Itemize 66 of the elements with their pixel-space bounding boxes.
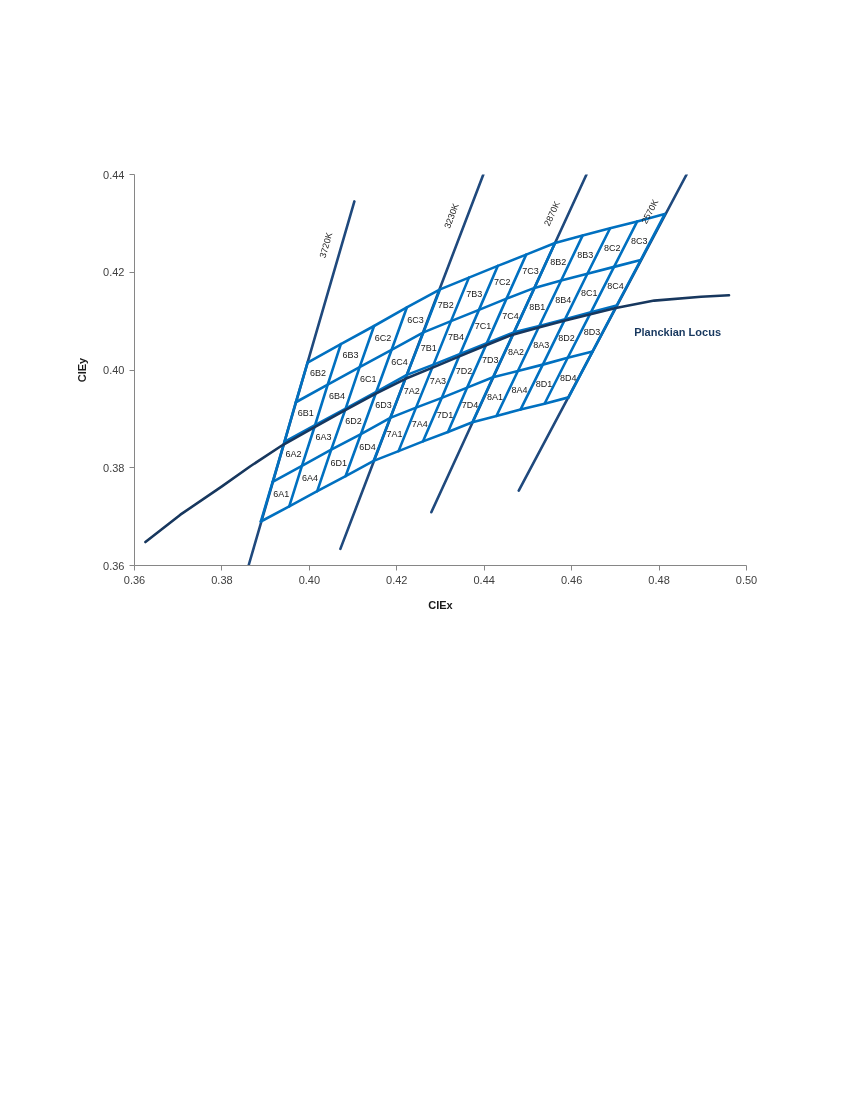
annotation: 6A1 [273, 488, 290, 499]
y-axis-title: CIEy [76, 356, 89, 383]
annotation: 8D4 [560, 372, 577, 383]
annotation: 7D4 [461, 399, 479, 410]
annotation: 7A2 [403, 386, 420, 397]
x-tick-label: 0.46 [560, 573, 583, 586]
annotation: 6A2 [285, 448, 302, 459]
annotation: 7C4 [502, 310, 519, 321]
annotation: 6C1 [360, 374, 377, 385]
annotation: 8C3 [630, 235, 648, 246]
annotation: 8D1 [535, 378, 553, 389]
x-tick-label: 0.42 [386, 573, 408, 586]
annotation: 6B3 [342, 350, 359, 361]
annotation: 6C4 [391, 357, 408, 368]
annotation: 6C2 [374, 332, 392, 343]
x-tick-label: 0.50 [735, 573, 758, 586]
annotation: 8A4 [511, 385, 528, 396]
x-axis-title: CIEx [428, 598, 454, 611]
annotation: 7A4 [411, 419, 428, 430]
x-tick-label: 0.38 [211, 573, 233, 586]
text: 3230K [442, 201, 461, 230]
annotation: 7C2 [494, 277, 511, 288]
annotation: 6A4 [301, 473, 318, 484]
annotation: 8C2 [603, 242, 621, 253]
x-tick-label: 0.40 [298, 573, 321, 586]
x-tick-label: 0.36 [123, 573, 146, 586]
text: 3720K [317, 231, 335, 260]
annotation: 8A3 [533, 340, 550, 351]
annotation: 6D1 [330, 457, 348, 468]
annotation: 7D2 [455, 365, 473, 376]
annotation: 8B1 [529, 301, 546, 312]
annotation: 6D4 [359, 442, 376, 453]
annotation: 6C3 [407, 314, 424, 325]
annotation: 7B2 [437, 300, 454, 311]
annotation: 8C4 [607, 281, 624, 292]
annotation: 6B1 [297, 408, 314, 419]
series-label: Planckian Locus [634, 326, 722, 339]
annotation: 8D3 [583, 326, 601, 337]
y-tick-label: 0.36 [103, 559, 125, 572]
annotation: 7A1 [386, 429, 403, 440]
annotation: 7B4 [447, 332, 464, 343]
annotation: 8A2 [508, 346, 525, 357]
annotation: 8D2 [558, 333, 575, 344]
y-tick-label: 0.42 [103, 266, 125, 279]
annotation: 6B2 [309, 368, 326, 379]
annotation: 6B4 [329, 391, 346, 402]
y-tick-label: 0.44 [103, 168, 125, 181]
annotation: 6D2 [345, 416, 362, 427]
annotation: 8B4 [555, 294, 572, 305]
y-tick-label: 0.38 [103, 461, 125, 474]
x-tick-label: 0.48 [648, 573, 670, 586]
annotation: 7D1 [436, 409, 454, 420]
annotation: 7C1 [474, 321, 492, 332]
annotation: 6A3 [315, 432, 332, 443]
annotation: 7D3 [481, 355, 499, 366]
annotation: 7B3 [466, 288, 483, 299]
annotation: 7A3 [429, 376, 446, 386]
annotation: 8B3 [577, 249, 594, 260]
annotation: 8B2 [550, 256, 567, 267]
annotation: 7C3 [522, 266, 539, 277]
annotation: 8A1 [486, 391, 503, 402]
annotation: 6D3 [375, 399, 392, 410]
annotation: 7B1 [420, 343, 437, 354]
annotation: 8C1 [581, 288, 598, 299]
x-tick-label: 0.44 [473, 573, 495, 586]
y-tick-label: 0.40 [103, 364, 125, 376]
